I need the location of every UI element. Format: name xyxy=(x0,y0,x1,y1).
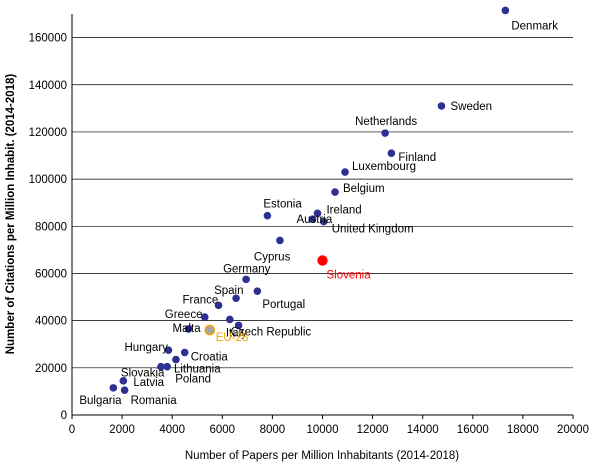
point-lithuania xyxy=(172,355,180,364)
label-belgium: Belgium xyxy=(343,183,385,195)
y-tick-label: 0 xyxy=(61,410,67,422)
x-tick-label: 10000 xyxy=(307,424,339,436)
y-tick-label: 60000 xyxy=(35,268,67,280)
point-poland xyxy=(163,362,171,371)
point-latvia xyxy=(119,376,128,385)
label-austria: Austria xyxy=(296,214,332,226)
label-bulgaria: Bulgaria xyxy=(79,395,122,407)
x-tick-label: 0 xyxy=(69,424,75,436)
label-finland: Finland xyxy=(398,152,436,164)
point-united-kingdom xyxy=(319,217,328,226)
point-eu-28 xyxy=(204,324,216,336)
y-tick-label: 40000 xyxy=(35,316,67,328)
label-germany: Germany xyxy=(223,263,271,275)
point-belgium xyxy=(331,188,339,196)
point-slovakia xyxy=(157,362,165,371)
label-eu-28: EU-28 xyxy=(216,332,249,344)
label-cyprus: Cyprus xyxy=(254,251,291,263)
x-tick-label: 2000 xyxy=(109,424,135,436)
y-tick-labels: 0 20000 40000 60000 80000 100000 120000 140000 1… xyxy=(29,33,67,422)
point-denmark xyxy=(501,6,510,15)
x-tick-labels: 0 2000 4000 6000 8000 10000 12000 14000 16000 180… xyxy=(69,415,589,436)
label-united-kingdom: United Kingdom xyxy=(332,224,414,236)
label-slovakia: Slovakia xyxy=(121,368,165,380)
label-greece: Greece xyxy=(165,309,203,321)
label-poland: Poland xyxy=(175,374,211,386)
y-tick-label: 120000 xyxy=(29,127,67,139)
label-hungary: Hungary xyxy=(124,342,168,354)
label-italy: Italy xyxy=(226,327,247,339)
point-greece xyxy=(200,313,209,321)
point-finland xyxy=(387,149,396,157)
label-sweden: Sweden xyxy=(450,101,492,113)
point-ireland xyxy=(313,209,322,218)
point-italy xyxy=(226,315,234,324)
label-denmark: Denmark xyxy=(511,20,558,32)
label-croatia: Croatia xyxy=(191,351,229,363)
y-tick-label: 80000 xyxy=(35,221,67,233)
y-tick-label: 100000 xyxy=(29,174,67,186)
label-malta: Malta xyxy=(172,323,201,335)
x-tick-label: 4000 xyxy=(159,424,185,436)
point-germany xyxy=(242,275,250,284)
x-tick-label: 18000 xyxy=(507,424,539,436)
y-tick-label: 140000 xyxy=(29,80,67,92)
point-portugal xyxy=(253,287,262,295)
point-slovenia xyxy=(317,255,328,266)
y-axis-title: Number of Citations per Million Inhabit.… xyxy=(5,74,17,355)
label-latvia: Latvia xyxy=(133,377,164,389)
x-tick-label: 6000 xyxy=(210,424,236,436)
point-croatia xyxy=(180,348,189,357)
point-cyprus xyxy=(276,236,284,245)
label-spain: Spain xyxy=(214,285,243,297)
x-axis-title: Number of Papers per Million Inhabitants… xyxy=(185,450,459,462)
label-ireland: Ireland xyxy=(326,204,361,216)
point-czech-republic xyxy=(234,321,243,330)
x-tick-label: 20000 xyxy=(557,424,589,436)
point-netherlands xyxy=(381,129,389,137)
gridlines xyxy=(72,37,573,369)
point-estonia xyxy=(263,211,272,220)
point-sweden xyxy=(437,102,446,110)
x-tick-label: 14000 xyxy=(407,424,439,436)
data-labels: Denmark Sweden Netherlands FinlandLuxembour… xyxy=(79,20,558,407)
point-spain xyxy=(232,294,240,303)
y-tick-label: 20000 xyxy=(35,363,67,375)
y-tick-label: 160000 xyxy=(29,33,67,45)
label-romania: Romania xyxy=(131,395,178,407)
label-netherlands: Netherlands xyxy=(355,116,417,128)
point-malta xyxy=(184,325,193,333)
point-romania xyxy=(120,386,129,395)
label-slovenia: Slovenia xyxy=(327,269,372,281)
point-france xyxy=(214,301,223,310)
point-austria xyxy=(308,215,317,224)
x-tick-label: 12000 xyxy=(357,424,389,436)
x-tick-label: 16000 xyxy=(457,424,489,436)
label-czech-republic: Czech Republic xyxy=(231,326,312,338)
point-luxembourg xyxy=(341,168,349,176)
point-bulgaria xyxy=(109,384,118,392)
label-france: France xyxy=(183,294,219,306)
point-hungary xyxy=(164,346,173,354)
label-estonia: Estonia xyxy=(263,199,302,211)
x-tick-label: 8000 xyxy=(260,424,286,436)
label-portugal: Portugal xyxy=(262,299,305,311)
label-lithuania: Lithuania xyxy=(174,364,221,376)
label-luxembourg: Luxembourg xyxy=(352,161,416,173)
data-points xyxy=(109,6,510,395)
